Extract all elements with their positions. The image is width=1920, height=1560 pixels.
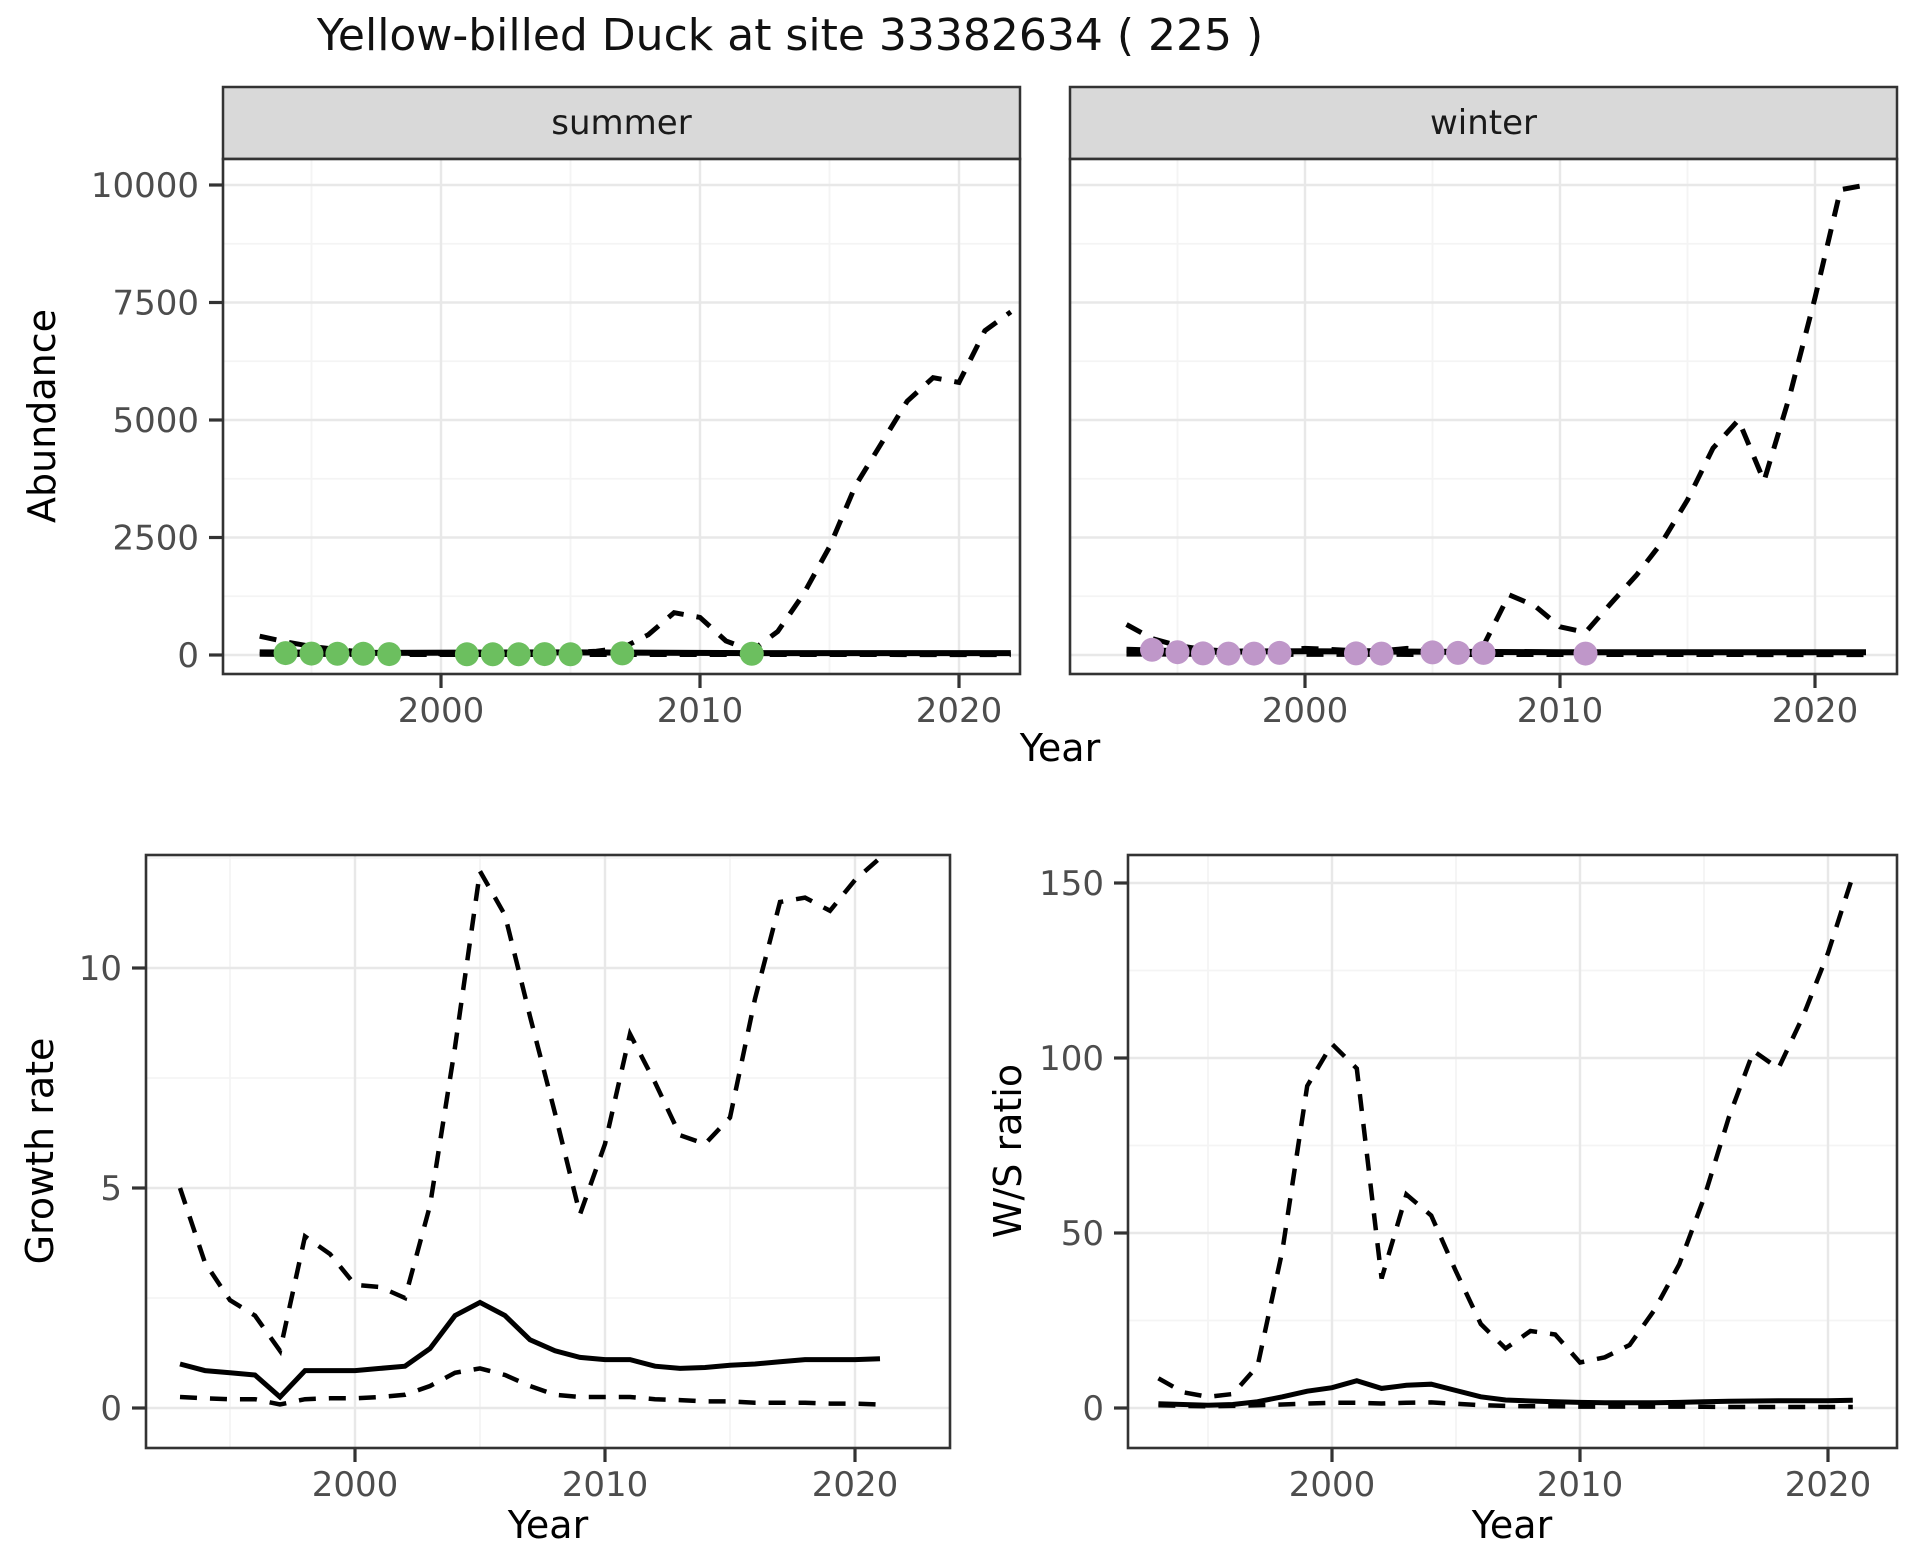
data-point — [299, 641, 324, 666]
y-tick-label: 100 — [1039, 1039, 1104, 1079]
x-tick-label: 2000 — [398, 691, 485, 731]
facet-strip-box — [221, 85, 1022, 161]
panel-background — [1070, 159, 1897, 674]
data-point — [1242, 641, 1266, 666]
y-axis-title-growth-rate: Growth rate — [18, 1037, 62, 1265]
x-tick-label: 2020 — [812, 1465, 899, 1505]
series-lower-dashed — [1158, 1400, 1853, 1410]
y-tick-label: 0 — [1082, 1389, 1104, 1429]
panel-abundance-winter: 2000 2010 2020 — [1068, 85, 1899, 731]
y-tick-label: 10 — [79, 949, 122, 989]
series-upper-dashed — [177, 856, 882, 1357]
y-tick-label: 0 — [177, 636, 199, 676]
x-tick-label: 2000 — [1289, 1465, 1376, 1505]
series-upper-dashed — [1157, 875, 1855, 1400]
data-point — [1344, 641, 1368, 666]
panel-border — [1126, 853, 1899, 1450]
y-tick-label: 5000 — [112, 401, 199, 441]
y-tick-label: 5 — [100, 1169, 122, 1209]
data-point — [1420, 640, 1445, 665]
chart-title: Yellow-billed Duck at site 33382634 ( 22… — [316, 10, 1264, 61]
y-axis-title-ws-ratio: W/S ratio — [986, 1063, 1030, 1239]
data-point — [454, 642, 479, 667]
series-group — [1157, 875, 1855, 1410]
facet-strip-summer: summer — [551, 103, 692, 143]
grid-major — [146, 855, 950, 1448]
data-point — [532, 642, 557, 667]
x-axis-title-ws: Year — [1471, 1503, 1553, 1547]
grid-minor — [1128, 855, 1897, 1448]
panel-border — [1068, 157, 1899, 676]
data-point — [558, 642, 583, 667]
data-point — [480, 642, 505, 667]
panel-border — [221, 157, 1022, 676]
data-point — [1573, 641, 1598, 666]
x-tick-label: 2020 — [1772, 691, 1859, 731]
panel-abundance-summer: 2000 2010 2020 0 2500 5000 7500 10000 — [91, 85, 1022, 731]
x-axis-title-growth: Year — [507, 1503, 589, 1547]
series-group — [177, 856, 882, 1407]
observation-points — [1140, 637, 1598, 666]
x-tick-label: 2020 — [916, 691, 1003, 731]
data-point — [739, 641, 764, 666]
data-point — [506, 642, 531, 667]
data-point — [1369, 641, 1394, 666]
series-median-solid — [179, 1299, 881, 1401]
panel-ws-ratio: 2000 2010 2020 0 50 100 150 — [1039, 853, 1899, 1505]
data-point — [351, 641, 376, 666]
data-point — [1267, 640, 1292, 665]
grid-minor — [1070, 159, 1897, 674]
data-point — [1191, 641, 1215, 666]
y-tick-label: 50 — [1061, 1214, 1104, 1254]
data-point — [1471, 640, 1496, 665]
observation-points — [273, 641, 764, 667]
data-point — [377, 642, 402, 667]
x-tick-label: 2000 — [1262, 691, 1349, 731]
facet-strip-box — [1068, 85, 1899, 161]
series-median-solid — [1158, 1378, 1853, 1408]
panel-growth-rate: 2000 2010 2020 0 5 10 — [79, 853, 952, 1505]
panel-background — [223, 159, 1020, 674]
y-axis-title-abundance: Abundance — [20, 308, 64, 524]
data-point — [273, 641, 298, 666]
x-tick-label: 2010 — [1517, 691, 1604, 731]
data-point — [325, 641, 350, 666]
x-tick-label: 2010 — [657, 691, 744, 731]
data-point — [1140, 637, 1164, 662]
data-point — [1216, 641, 1241, 666]
x-tick-label: 2020 — [1785, 1465, 1872, 1505]
y-tick-label: 2500 — [112, 519, 199, 559]
y-tick-label: 150 — [1039, 864, 1104, 904]
y-tick-label: 10000 — [91, 166, 199, 206]
grid-major — [1128, 855, 1897, 1448]
x-tick-label: 2010 — [1537, 1465, 1624, 1505]
panel-background — [1128, 855, 1897, 1448]
x-tick-label: 2010 — [562, 1465, 649, 1505]
x-axis-title-top: Year — [1019, 726, 1101, 770]
panel-border — [144, 853, 952, 1450]
x-tick-label: 2000 — [312, 1465, 399, 1505]
grid-minor — [223, 159, 1020, 674]
y-tick-label: 7500 — [112, 284, 199, 324]
data-point — [1165, 640, 1190, 665]
facet-strip-winter: winter — [1429, 103, 1538, 143]
y-tick-label: 0 — [100, 1389, 122, 1429]
data-point — [1446, 640, 1470, 665]
data-point — [610, 641, 635, 666]
